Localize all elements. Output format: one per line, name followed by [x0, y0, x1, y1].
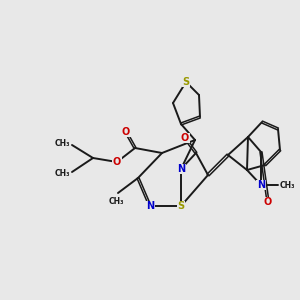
Text: CH₃: CH₃: [108, 197, 124, 206]
Text: N: N: [257, 180, 265, 190]
Text: O: O: [113, 157, 121, 167]
Text: N: N: [146, 201, 154, 211]
Text: CH₃: CH₃: [55, 140, 70, 148]
Text: S: S: [182, 77, 190, 87]
Text: O: O: [122, 127, 130, 137]
Text: O: O: [181, 133, 189, 143]
Text: S: S: [177, 201, 184, 211]
Text: CH₃: CH₃: [280, 181, 296, 190]
Text: N: N: [177, 164, 185, 174]
Text: O: O: [264, 197, 272, 207]
Text: CH₃: CH₃: [55, 169, 70, 178]
